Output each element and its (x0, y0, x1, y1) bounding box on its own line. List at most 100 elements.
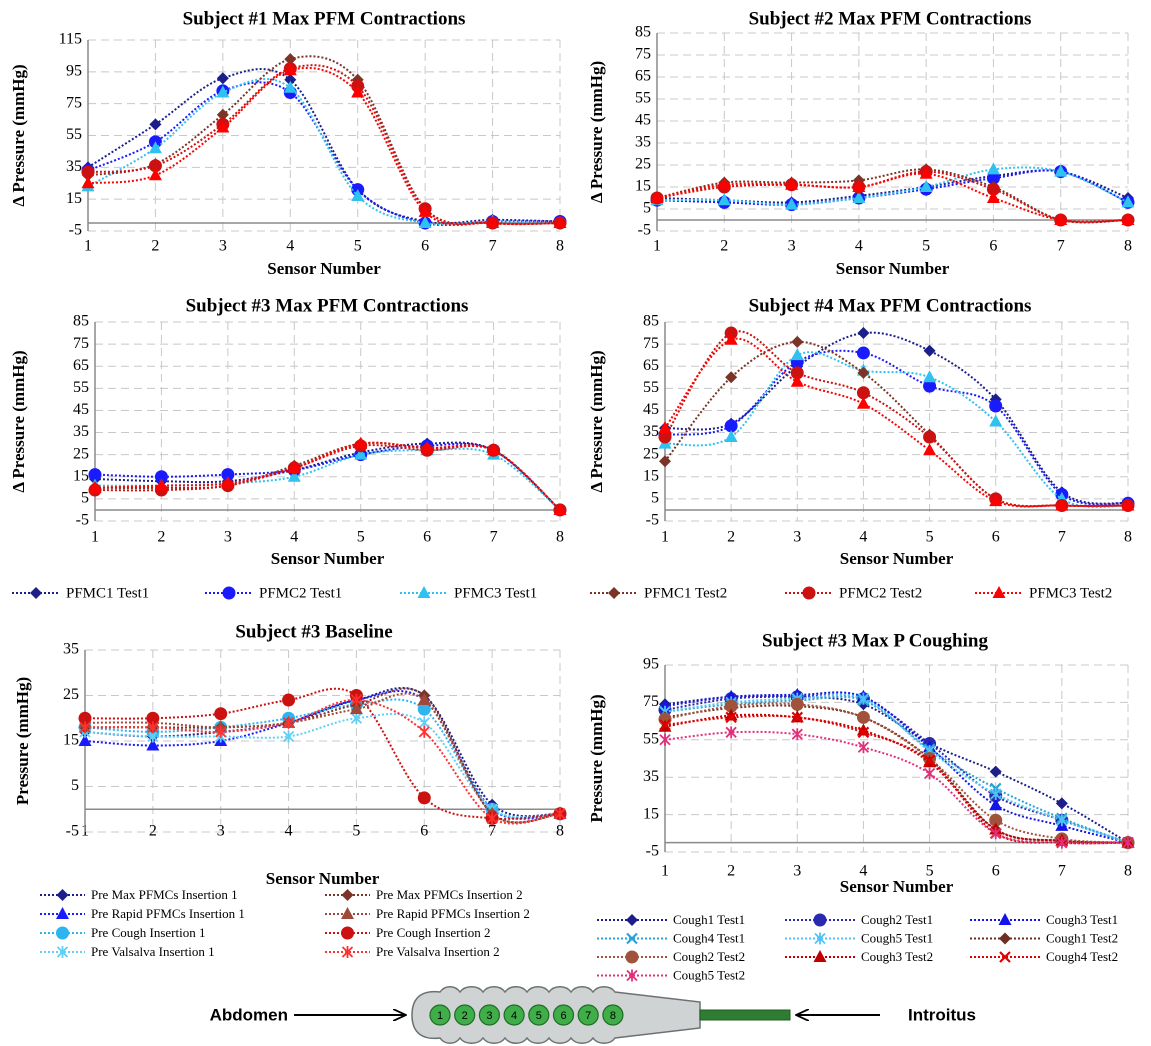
probe-right-label: Introitus (908, 1005, 976, 1024)
marker (284, 73, 297, 86)
x-tick-label: 6 (992, 863, 1000, 880)
marker (418, 204, 432, 217)
legend-label: Pre Rapid PFMCs Insertion 1 (91, 906, 245, 921)
sensor-label: 2 (462, 1010, 468, 1022)
marker (1056, 814, 1068, 827)
marker (81, 176, 95, 189)
marker (857, 741, 870, 754)
legend-item: Pre Valsalva Insertion 1 (40, 944, 215, 959)
marker (418, 725, 430, 738)
marker (287, 469, 301, 482)
x-tick-label: 5 (922, 238, 930, 255)
x-tick-label: 4 (859, 529, 867, 546)
x-tick-label: 4 (290, 529, 298, 546)
marker (986, 182, 1000, 196)
legend-label: Cough5 Test2 (673, 967, 745, 982)
marker (923, 767, 936, 780)
marker (148, 141, 162, 154)
series-line (664, 349, 1129, 506)
y-tick-label: 55 (635, 90, 651, 107)
y-tick-label: 35 (643, 768, 659, 785)
x-tick-label: 6 (421, 238, 429, 255)
x-tick-label: 8 (556, 238, 564, 255)
legend-label: PFMC3 Test1 (454, 585, 537, 601)
y-tick-label: 115 (59, 31, 82, 48)
y-tick-label: 35 (643, 423, 659, 440)
y-tick-label: 5 (651, 490, 659, 507)
chart: Subject #4 Max PFM Contractions-55152535… (587, 295, 1135, 568)
sensor-label: 5 (536, 1010, 542, 1022)
legend-item: Cough4 Test1 (597, 930, 745, 945)
x-tick-label: 3 (788, 238, 796, 255)
marker (923, 344, 936, 357)
y-tick-label: -5 (69, 222, 82, 239)
marker (989, 798, 1003, 811)
series: PFMC3 Test1 (81, 78, 567, 229)
sensor (552, 1004, 575, 1026)
x-tick-label: 1 (91, 529, 99, 546)
marker (283, 80, 297, 93)
x-tick-label: 7 (490, 529, 498, 546)
marker (650, 191, 664, 203)
probe-diagram: Abdomen Introitus 1 2 3 4 5 6 7 8 (210, 986, 976, 1044)
marker (813, 913, 827, 927)
marker (813, 950, 827, 962)
y-tick-label: 95 (643, 656, 659, 673)
legend-label: Pre Cough Insertion 2 (376, 925, 490, 940)
marker (923, 430, 937, 444)
marker (857, 726, 870, 739)
marker (148, 168, 162, 181)
x-tick-label: 5 (352, 823, 360, 840)
marker (791, 711, 804, 724)
marker (717, 177, 731, 190)
chart-title: Subject #4 Max PFM Contractions (749, 295, 1032, 316)
marker (341, 946, 354, 958)
sensor (528, 1004, 550, 1026)
legend-item: PFMC1 Test1 (12, 585, 149, 601)
chart: Subject #1 Max PFM Contractions-51535557… (9, 8, 567, 278)
legend-item: PFMC2 Test2 (785, 585, 922, 601)
x-tick-label: 4 (855, 238, 863, 255)
marker (725, 726, 737, 739)
marker (78, 734, 92, 746)
legend-item: Pre Cough Insertion 1 (40, 925, 205, 940)
marker (154, 470, 168, 484)
y-tick-label: -5 (66, 823, 79, 840)
legend-item: Cough2 Test1 (785, 912, 933, 927)
y-tick-label: 75 (73, 335, 89, 352)
marker (790, 366, 804, 380)
marker (856, 723, 870, 736)
marker (487, 443, 501, 456)
marker (79, 721, 91, 734)
marker (990, 788, 1002, 801)
x-tick-label: 2 (157, 529, 165, 546)
x-tick-label: 2 (720, 238, 728, 255)
series-line (664, 730, 1129, 845)
x-axis-label: Sensor Number (836, 259, 950, 278)
series-line (87, 68, 561, 225)
marker (417, 693, 431, 706)
series-line (87, 78, 561, 226)
x-tick-label: 6 (420, 823, 428, 840)
marker (341, 907, 354, 919)
y-axis-label: Δ Pressure (mmHg) (9, 64, 28, 206)
legend-item: Pre Cough Insertion 2 (325, 925, 490, 940)
marker (283, 63, 297, 76)
series: PFMC3 Test2 (658, 332, 1135, 511)
marker (990, 827, 1002, 840)
y-tick-label: 35 (635, 134, 651, 151)
y-tick-label: -5 (646, 843, 659, 860)
series-line (84, 712, 561, 819)
marker (341, 889, 354, 901)
marker (418, 216, 432, 229)
series-line (87, 64, 561, 226)
marker (1056, 836, 1068, 849)
x-tick-label: 8 (1124, 238, 1132, 255)
marker (417, 586, 431, 598)
sensor (478, 1004, 500, 1026)
x-tick-label: 5 (354, 238, 362, 255)
sensor-label: 8 (610, 1010, 616, 1022)
marker (1055, 797, 1068, 810)
marker (791, 335, 804, 348)
marker (1054, 164, 1068, 177)
